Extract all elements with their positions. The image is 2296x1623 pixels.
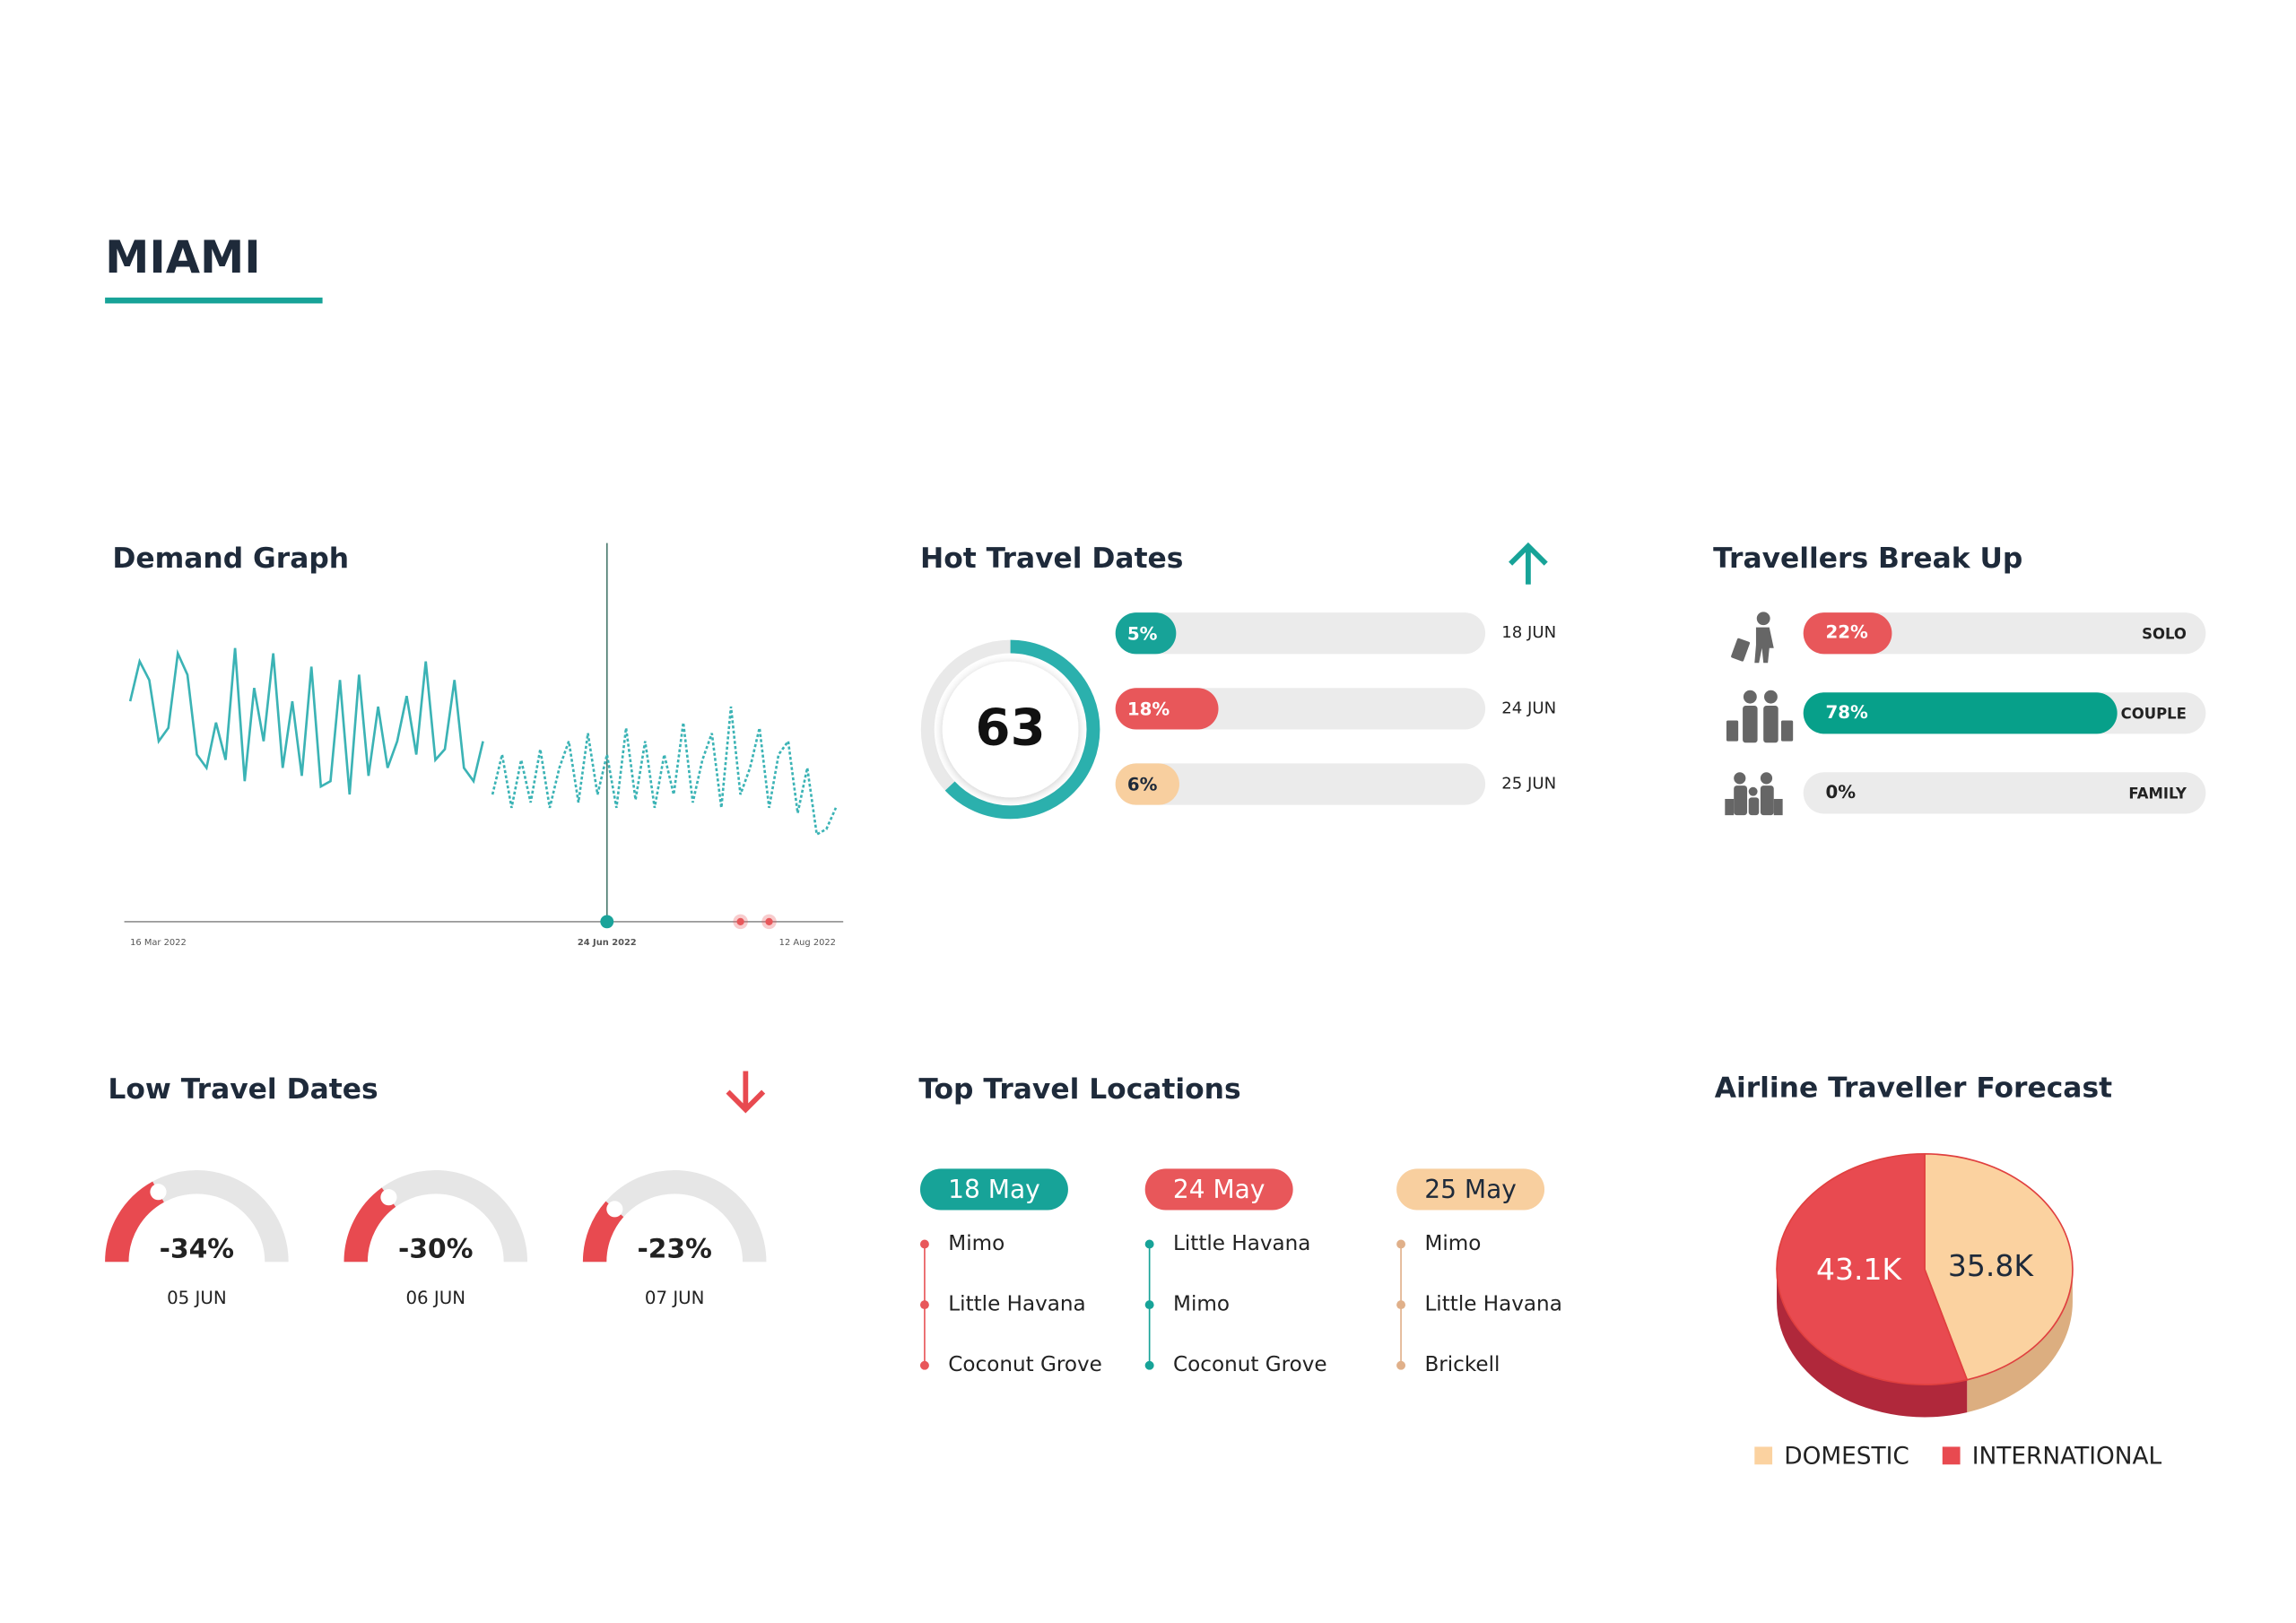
gauge-arc [920,639,1100,820]
event-dot [765,917,773,926]
bar-track [1803,772,2206,814]
bar-category: SOLO [2142,625,2187,642]
timeline-dot [1396,1239,1406,1249]
gauge-value: -30% [398,1234,473,1265]
x-tick-label: 12 Aug 2022 [779,938,836,948]
timeline-dot [1144,1239,1154,1249]
highlight-dot [600,915,614,929]
timeline-dot [919,1239,929,1249]
location-name: Coconut Grove [948,1353,1102,1376]
gauge-value: 63 [976,699,1046,758]
gauge-center [942,661,1079,798]
timeline-dot [919,1300,929,1310]
bar [1115,612,1177,655]
date-pill [1396,1168,1545,1211]
location-name: Coconut Grove [1173,1353,1327,1376]
legend-label: INTERNATIONAL [1972,1443,2162,1470]
gauge-value: -23% [637,1234,711,1265]
solo-icon [1731,612,1774,664]
chart-title: Top Travel Locations [918,1073,1240,1106]
pie-label: 35.8K [1948,1248,2034,1283]
bar-label: 0% [1825,782,1856,803]
gauge-knob [380,1189,397,1206]
gauge-knob [150,1184,167,1201]
location-name: Little Havana [1173,1232,1310,1255]
location-name: Mimo [1424,1232,1481,1255]
date-pill-label: 25 May [1424,1175,1517,1204]
timeline-dot [919,1360,929,1370]
gauge-arc [344,1187,396,1263]
bar-category: 18 JUN [1501,623,1556,642]
legend-swatch [1754,1446,1773,1465]
date-pill [1144,1168,1293,1211]
location-name: Brickell [1424,1353,1500,1376]
bar-category: FAMILY [2128,785,2187,803]
timeline-dot [1396,1300,1406,1310]
bar-label: 78% [1825,702,1868,723]
location-name: Mimo [948,1232,1004,1255]
chart-title: Hot Travel Dates [920,542,1183,575]
location-name: Little Havana [1424,1293,1561,1316]
pie-side [1967,1269,2073,1413]
bar-category: COUPLE [2121,705,2187,722]
gauge-date: 07 JUN [645,1288,705,1308]
bar [1115,763,1179,805]
bar-label: 22% [1825,622,1868,643]
bar [1803,612,1892,655]
demand-line [491,706,838,837]
bar [1803,692,2118,734]
chart-title: Airline Traveller Forecast [1715,1072,2112,1104]
pie-side [1777,1269,1968,1418]
up-arrow-icon [1509,542,1548,585]
gauge-date: 06 JUN [405,1288,465,1308]
couple-icon [1726,690,1794,743]
date-pill-label: 18 May [948,1175,1040,1204]
bar-track [1115,612,1486,655]
bar-label: 6% [1127,775,1158,795]
chart-title: Demand Graph [112,542,349,575]
location-name: Mimo [1173,1293,1230,1316]
pie-slice [1776,1153,1969,1385]
x-tick-label: 24 Jun 2022 [578,938,637,948]
location-name: Little Havana [948,1293,1085,1316]
pie-label: 43.1K [1816,1252,1902,1287]
timeline-dot [1144,1300,1154,1310]
gauge-knob [606,1201,623,1218]
bar-category: 25 JUN [1501,774,1556,793]
gauge-arc [582,1201,624,1263]
event-dot [736,917,744,926]
legend-label: DOMESTIC [1784,1443,1909,1470]
page-title: MIAMI [105,231,261,283]
title-underline [105,297,323,304]
chart-title: Low Travel Dates [108,1073,378,1106]
bar-category: 24 JUN [1501,699,1556,717]
bar-label: 5% [1127,623,1158,644]
timeline-dot [1144,1360,1154,1370]
timeline-dot [1396,1360,1406,1370]
demand-line [128,647,484,795]
legend-swatch [1942,1446,1961,1465]
date-pill [919,1168,1068,1211]
gauge-value: -34% [160,1234,234,1265]
gauge-arc [105,1181,165,1263]
date-pill-label: 24 May [1173,1175,1265,1204]
bar [1115,688,1219,730]
x-tick-label: 16 Mar 2022 [130,938,187,948]
pie-slice [1924,1153,2074,1381]
bar-track [1115,763,1486,805]
gauge-date: 05 JUN [167,1288,227,1308]
bar-track [1803,612,2206,655]
chart-title: Travellers Break Up [1713,542,2022,575]
family-icon [1725,772,1783,816]
down-arrow-icon [726,1071,766,1114]
bar-label: 18% [1127,699,1170,720]
